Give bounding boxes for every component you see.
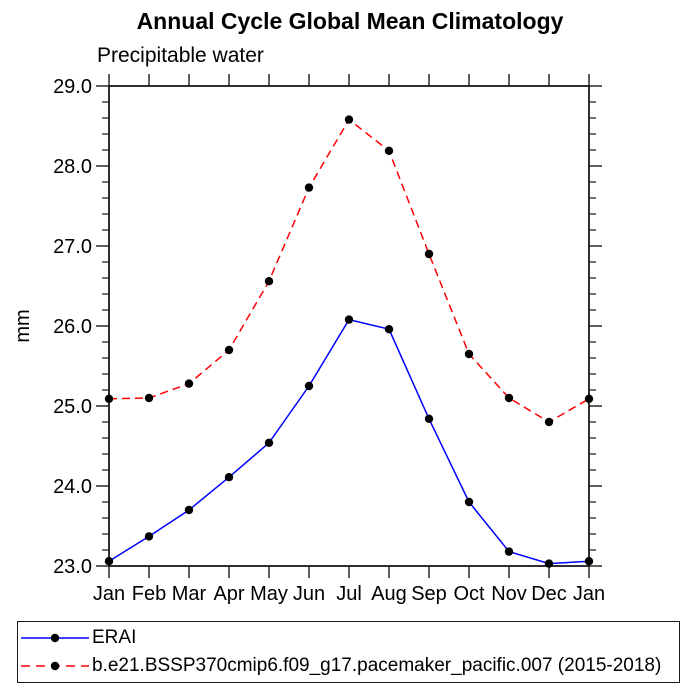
x-tick-label: Oct [453, 583, 485, 605]
legend-item-model: b.e21.BSSP370cmip6.f09_g17.pacemaker_pac… [20, 655, 679, 677]
legend-label-model: b.e21.BSSP370cmip6.f09_g17.pacemaker_pac… [92, 655, 662, 676]
x-tick-label: May [250, 583, 288, 605]
erai-line-marker-icon [21, 633, 89, 643]
legend: ERAI b.e21.BSSP370cmip6.f09_g17.pacemake… [17, 621, 680, 683]
series-line-model [108, 118, 590, 423]
x-tick-label: Jan [573, 583, 605, 605]
x-tick-label: Aug [371, 583, 407, 605]
y-tick-label: 24.0 [53, 476, 92, 498]
data-point-marker [144, 393, 154, 403]
data-point-marker [544, 417, 554, 427]
data-point-marker [504, 393, 514, 403]
legend-item-erai: ERAI [20, 627, 679, 649]
plot-border [108, 85, 590, 567]
y-tick-label: 25.0 [53, 396, 92, 418]
x-tick-label: Jul [336, 583, 362, 605]
data-point-marker [104, 557, 114, 566]
x-tick-label: Mar [172, 583, 207, 605]
data-point-marker [304, 183, 314, 192]
model-line-marker-icon [21, 661, 89, 671]
data-point-marker [184, 379, 194, 388]
y-tick-label: 27.0 [53, 236, 92, 258]
data-point-marker [224, 473, 234, 482]
x-tick-label: Feb [132, 583, 166, 605]
x-tick-label: Dec [531, 583, 567, 605]
x-tick-label: Jun [293, 583, 325, 605]
data-point-marker [584, 557, 594, 566]
data-point-marker [264, 438, 274, 447]
x-axis: Jan Feb Mar Apr May Jun Jul Aug Sep Oct Nov Dec Jan [93, 74, 605, 605]
x-tick-label: Jan [93, 583, 125, 605]
data-point-marker [144, 532, 154, 541]
legend-label-erai: ERAI [92, 627, 137, 648]
data-point-marker [224, 345, 234, 355]
data-point-marker [344, 115, 354, 124]
y-tick-label: 28.0 [53, 156, 92, 178]
data-point-marker [544, 559, 554, 568]
data-point-marker [424, 249, 434, 259]
series-markers-erai [104, 315, 594, 568]
data-point-marker [104, 394, 114, 403]
series-markers-model [104, 115, 594, 427]
y-axis-label: mm [12, 309, 34, 342]
y-tick-label: 23.0 [53, 556, 92, 578]
data-point-marker [344, 315, 354, 324]
data-point-marker [504, 547, 514, 556]
y-tick-label: 29.0 [53, 76, 92, 98]
chart-title: Annual Cycle Global Mean Climatology [136, 8, 564, 34]
legend-marker-dot-icon [50, 661, 60, 671]
x-tick-label: Apr [213, 583, 244, 605]
series-line-erai [108, 318, 590, 565]
data-point-marker [264, 277, 274, 286]
data-point-marker [384, 146, 394, 155]
x-tick-label: Nov [491, 583, 527, 605]
chart-subtitle: Precipitable water [97, 44, 264, 67]
y-axis: 23.0 24.0 25.0 26.0 27.0 28.0 29.0 [53, 76, 602, 578]
data-point-marker [584, 394, 594, 403]
data-point-marker [304, 381, 314, 391]
data-point-marker [464, 497, 474, 507]
data-point-marker [464, 349, 474, 359]
x-tick-label: Sep [411, 583, 447, 605]
data-point-marker [184, 505, 194, 515]
data-point-marker [424, 414, 434, 423]
legend-marker-dot-icon [50, 633, 60, 643]
plot-area: Jan Feb Mar Apr May Jun Jul Aug Sep Oct Nov Dec Jan2… [12, 74, 605, 605]
data-point-marker [384, 325, 394, 334]
y-tick-label: 26.0 [53, 316, 92, 338]
